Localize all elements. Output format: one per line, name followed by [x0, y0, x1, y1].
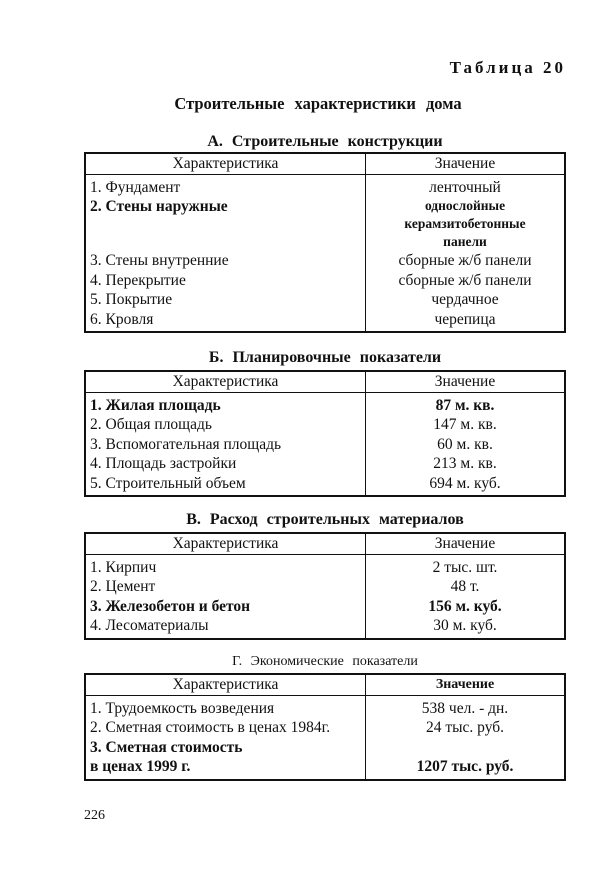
value-cell: черепица [365, 309, 565, 332]
characteristic-cell: 5. Строительный объем [90, 474, 246, 492]
header-value: Значение [365, 153, 565, 175]
header-row: Характеристика Значение [85, 371, 565, 393]
value-cell: 30 м. куб. [365, 616, 565, 639]
characteristic-cell: 2. Общая площадь [90, 416, 212, 433]
value-cell: однослойные керамзитобетонные панели [365, 197, 565, 251]
value-cell: сборные ж/б панели [365, 251, 565, 271]
value-cell: 24 тыс. руб. [365, 718, 565, 738]
table-row: 3. Сметная стоимость в ценах 1999 г. 120… [85, 737, 565, 780]
table-row: 3. Стены внутренние сборные ж/б панели [85, 251, 565, 271]
characteristic-cell: 3. Стены внутренние [90, 252, 229, 269]
table-row: 1. Трудоемкость возведения 538 чел. - дн… [85, 695, 565, 718]
header-characteristic: Характеристика [85, 533, 366, 555]
characteristic-cell: 2. Цемент [90, 578, 156, 595]
value-cell: 60 м. кв. [365, 434, 565, 454]
table-row: 2. Стены наружные однослойные керамзитоб… [85, 197, 565, 251]
data-table: Характеристика Значение 1. Трудоемкость … [84, 673, 566, 781]
header-characteristic: Характеристика [85, 153, 366, 175]
characteristic-cell: 4. Перекрытие [90, 271, 186, 289]
value-cell: 538 чел. - дн. [365, 695, 565, 718]
value-cell: 156 м. куб. [365, 596, 565, 616]
header-characteristic: Характеристика [85, 371, 366, 393]
characteristic-cell: 6. Кровля [90, 310, 154, 328]
characteristic-cell: 2. Сметная стоимость в ценах 1984г. [90, 719, 331, 736]
table-row: 3. Вспомогательная площадь 60 м. кв. [85, 434, 565, 454]
table-row: 3. Железобетон и бетон 156 м. куб. [85, 596, 565, 616]
header-value: Значение [365, 674, 565, 696]
page-title: Строительные характеристики дома [174, 94, 462, 113]
table-number: Таблица 20 [449, 58, 566, 77]
characteristic-cell: 5. Покрытие [90, 291, 173, 308]
section-title: А. Строительные конструкции [207, 133, 443, 150]
value-cell: 147 м. кв. [365, 415, 565, 435]
section-title: Б. Планировочные показатели [208, 349, 442, 366]
table-row: 4. Лесоматериалы 30 м. куб. [85, 616, 565, 639]
data-table: Характеристика Значение 1. Фундамент лен… [84, 152, 566, 333]
value-cell: 694 м. куб. [365, 473, 565, 496]
value-cell: 2 тыс. шт. [365, 554, 565, 577]
table-row: 4. Площадь застройки 213 м. кв. [85, 454, 565, 474]
value-cell: ленточный [365, 174, 565, 197]
section-title: Г. Экономические показатели [232, 654, 418, 669]
characteristic-cell: 2. Стены наружные [90, 198, 228, 215]
header-row: Характеристика Значение [85, 153, 565, 175]
characteristic-cell: 4. Площадь застройки [90, 455, 237, 472]
characteristic-cell: 3. Железобетон и бетон [90, 597, 251, 615]
characteristic-cell: 1. Кирпич [90, 558, 157, 576]
header-row: Характеристика Значение [85, 533, 565, 555]
table-row: 2. Общая площадь 147 м. кв. [85, 415, 565, 435]
characteristic-cell: 3. Сметная стоимость в ценах 1999 г. [90, 738, 243, 776]
value-cell: 1207 тыс. руб. [365, 737, 565, 780]
data-table: Характеристика Значение 1. Жилая площадь… [84, 370, 566, 497]
table-row: 6. Кровля черепица [85, 309, 565, 332]
value-cell: 213 м. кв. [365, 454, 565, 474]
table-row: 4. Перекрытие сборные ж/б панели [85, 270, 565, 290]
header-characteristic: Характеристика [85, 674, 366, 696]
characteristic-cell: 3. Вспомогательная площадь [90, 435, 282, 453]
header-value: Значение [365, 371, 565, 393]
value-cell: 87 м. кв. [365, 392, 565, 415]
characteristic-cell: 4. Лесоматериалы [90, 617, 209, 634]
value-cell: чердачное [365, 290, 565, 310]
value-cell: сборные ж/б панели [365, 270, 565, 290]
section-title: В. Расход строительных материалов [186, 511, 464, 528]
characteristic-cell: 1. Трудоемкость возведения [90, 699, 275, 717]
characteristic-cell: 1. Фундамент [90, 178, 181, 196]
table-row: 1. Фундамент ленточный [85, 174, 565, 197]
table-row: 1. Жилая площадь 87 м. кв. [85, 392, 565, 415]
table-row: 2. Сметная стоимость в ценах 1984г. 24 т… [85, 718, 565, 738]
table-row: 1. Кирпич 2 тыс. шт. [85, 554, 565, 577]
table-row: 5. Покрытие чердачное [85, 290, 565, 310]
characteristic-cell: 1. Жилая площадь [90, 396, 221, 414]
header-value: Значение [365, 533, 565, 555]
data-table: Характеристика Значение 1. Кирпич 2 тыс.… [84, 532, 566, 640]
table-row: 2. Цемент 48 т. [85, 577, 565, 597]
page-number: 226 [84, 808, 105, 823]
table-row: 5. Строительный объем 694 м. куб. [85, 473, 565, 496]
header-row: Характеристика Значение [85, 674, 565, 696]
value-cell: 48 т. [365, 577, 565, 597]
